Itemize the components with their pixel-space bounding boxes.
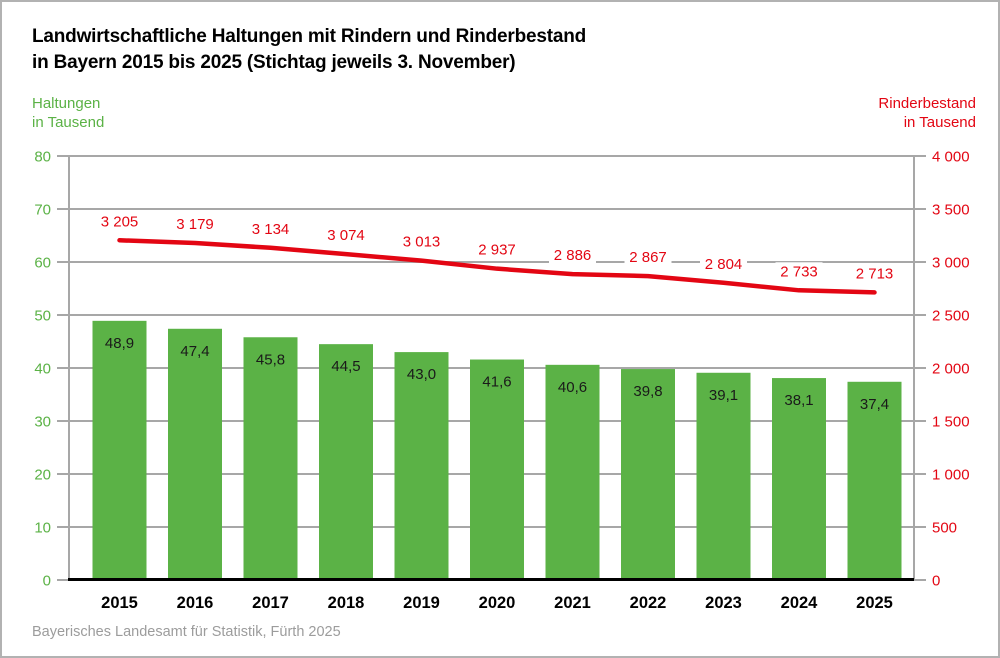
right-axis-title: Rinderbestand in Tausend <box>878 94 976 132</box>
left-tick-label: 0 <box>43 573 51 590</box>
bar-2016 <box>168 328 222 580</box>
bar-2024 <box>772 378 826 580</box>
bar-value-label: 41,6 <box>482 374 511 391</box>
left-axis-title-line2: in Tausend <box>32 114 105 131</box>
source-note: Bayerisches Landesamt für Statistik, Für… <box>32 624 341 640</box>
line-value-label: 3 205 <box>101 213 139 230</box>
left-tick-label: 60 <box>34 255 51 272</box>
line-label-halo <box>473 240 521 258</box>
line-value-label: 3 179 <box>176 216 214 233</box>
line-value-label: 2 733 <box>780 263 818 280</box>
bar-2017 <box>243 337 298 580</box>
right-tick-label: 1 000 <box>932 467 970 484</box>
chart-title-line1: Landwirtschaftliche Haltungen mit Rinder… <box>32 26 587 47</box>
line-value-label: 2 886 <box>554 247 592 264</box>
bar-value-label: 48,9 <box>105 335 134 352</box>
x-tick-label-2016: 2016 <box>177 594 214 612</box>
bar-2020 <box>470 359 524 580</box>
line-value-label: 3 013 <box>403 234 441 251</box>
right-tick-label: 0 <box>932 573 940 590</box>
line-value-label: 2 713 <box>856 265 894 282</box>
bar-value-label: 39,8 <box>633 383 662 400</box>
right-tick-label: 4 000 <box>932 149 970 166</box>
line-label-halo <box>700 254 747 272</box>
x-tick-label-2019: 2019 <box>403 594 440 612</box>
right-tick-label: 3 500 <box>932 202 970 219</box>
right-tick-label: 2 000 <box>932 361 970 378</box>
bar-2023 <box>696 372 751 580</box>
right-tick-label: 500 <box>932 520 957 537</box>
line-series <box>117 238 877 295</box>
x-tick-label-2025: 2025 <box>856 594 893 612</box>
bar-value-label: 40,6 <box>558 379 587 396</box>
x-tick-label-2024: 2024 <box>781 594 819 612</box>
line-value-label: 3 134 <box>252 221 290 238</box>
bar-value-label: 38,1 <box>784 392 813 409</box>
line-label-halo <box>398 232 445 250</box>
bar-2018 <box>319 344 373 580</box>
right-tick-label: 1 500 <box>932 414 970 431</box>
x-tick-label-2022: 2022 <box>630 594 667 612</box>
line-value-label: 3 074 <box>327 227 365 244</box>
left-axis-title: Haltungen in Tausend <box>32 94 104 132</box>
left-tick-label: 50 <box>34 308 51 325</box>
right-tick-label: 2 500 <box>932 308 970 325</box>
line-label-halo <box>851 264 898 282</box>
x-tick-label-2018: 2018 <box>328 594 365 612</box>
chart-title: Landwirtschaftliche Haltungen mit Rinder… <box>32 24 586 76</box>
x-tick-label-2020: 2020 <box>479 594 516 612</box>
bar-value-label: 45,8 <box>256 351 285 368</box>
line-label-halo <box>96 212 143 230</box>
left-tick-label: 40 <box>34 361 51 378</box>
chart-title-line2: in Bayern 2015 bis 2025 (Stichtag jeweil… <box>32 52 516 73</box>
left-tick-label: 30 <box>34 414 51 431</box>
line-value-label: 2 804 <box>705 256 743 273</box>
left-tick-label: 20 <box>34 467 51 484</box>
line-label-halo <box>171 215 219 233</box>
line-label-halo <box>322 226 370 244</box>
line-label-halo <box>549 246 596 264</box>
right-axis-title-line1: Rinderbestand <box>878 95 976 112</box>
right-tick-label: 3 000 <box>932 255 970 272</box>
left-tick-label: 10 <box>34 520 51 537</box>
line-value-label: 2 937 <box>478 242 516 259</box>
bar-2025 <box>847 381 902 580</box>
x-tick-label-2023: 2023 <box>705 594 742 612</box>
left-tick-label: 80 <box>34 149 51 166</box>
bar-2021 <box>545 364 600 580</box>
left-tick-label: 70 <box>34 202 51 219</box>
bar-value-label: 39,1 <box>709 387 738 404</box>
bar-value-label: 37,4 <box>860 396 889 413</box>
bar-2015 <box>92 320 147 580</box>
bar-value-label: 43,0 <box>407 366 436 383</box>
right-axis-title-line2: in Tausend <box>903 114 976 131</box>
x-tick-label-2015: 2015 <box>101 594 138 612</box>
bar-value-label: 47,4 <box>180 343 209 360</box>
line-value-label: 2 867 <box>629 249 667 266</box>
line-label-halo <box>775 262 823 280</box>
line-label-halo <box>624 248 672 266</box>
bar-2022 <box>621 369 675 580</box>
bar-2019 <box>394 352 449 580</box>
bar-value-label: 44,5 <box>331 358 360 375</box>
line-label-halo <box>247 219 294 237</box>
left-axis-title-line1: Haltungen <box>32 95 101 112</box>
x-tick-label-2017: 2017 <box>252 594 289 612</box>
x-tick-label-2021: 2021 <box>554 594 591 612</box>
